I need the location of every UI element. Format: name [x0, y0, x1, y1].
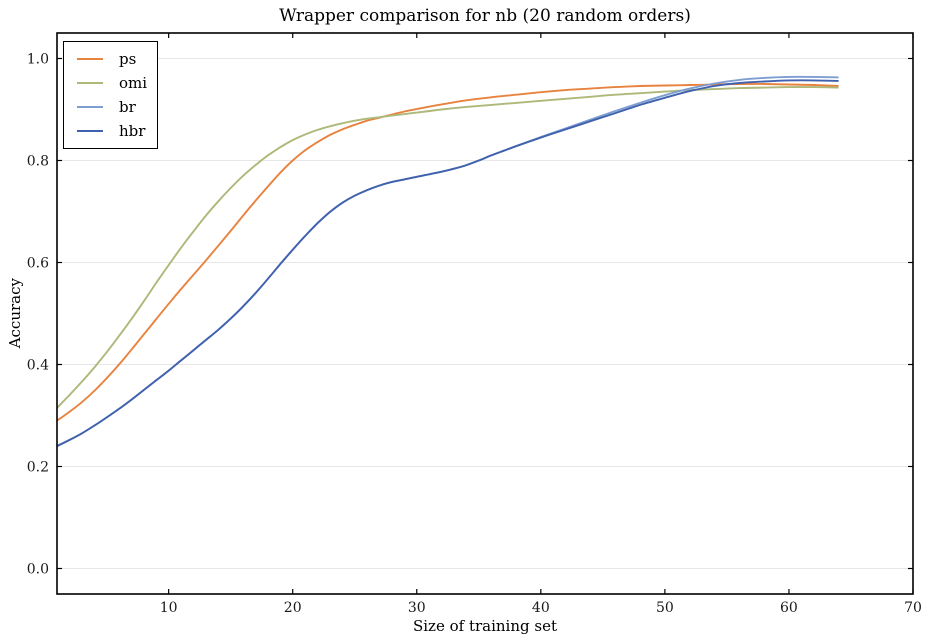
y-tick-label: 0.0 [27, 562, 49, 578]
axes-frame [56, 32, 914, 595]
legend-line-sample [77, 58, 103, 60]
legend-label: hbr [119, 122, 146, 140]
series-line-omi [57, 86, 839, 409]
legend-line-sample [77, 82, 103, 84]
legend-line-sample [77, 130, 103, 132]
y-tick-label: 0.6 [27, 256, 49, 272]
x-tick-label: 60 [780, 600, 798, 616]
y-tick-label: 0.2 [27, 460, 49, 476]
x-tick-label: 30 [408, 600, 426, 616]
x-axis-label: Size of training set [412, 617, 557, 635]
series-line-ps [57, 82, 839, 422]
legend-label: br [119, 98, 136, 116]
x-tick-label: 20 [284, 600, 302, 616]
series-line-br [57, 75, 839, 447]
legend-entry-omi: omi [77, 71, 157, 95]
legend-entry-br: br [77, 95, 157, 119]
legend-label: omi [119, 74, 148, 92]
legend-label: ps [119, 50, 137, 68]
y-tick-label: 0.8 [27, 154, 49, 170]
legend-entry-ps: ps [77, 47, 157, 71]
legend-entry-hbr: hbr [77, 119, 157, 143]
legend-line-sample [77, 106, 103, 108]
x-tick-label: 40 [532, 600, 550, 616]
x-tick-label: 70 [904, 600, 922, 616]
x-tick-label: 50 [656, 600, 674, 616]
x-tick-label: 10 [160, 600, 178, 616]
y-tick-label: 0.4 [27, 358, 49, 374]
chart-title: Wrapper comparison for nb (20 random ord… [279, 6, 691, 26]
series-line-hbr [57, 79, 839, 447]
legend: ps omi br hbr [63, 41, 158, 149]
y-tick-label: 1.0 [27, 52, 49, 68]
